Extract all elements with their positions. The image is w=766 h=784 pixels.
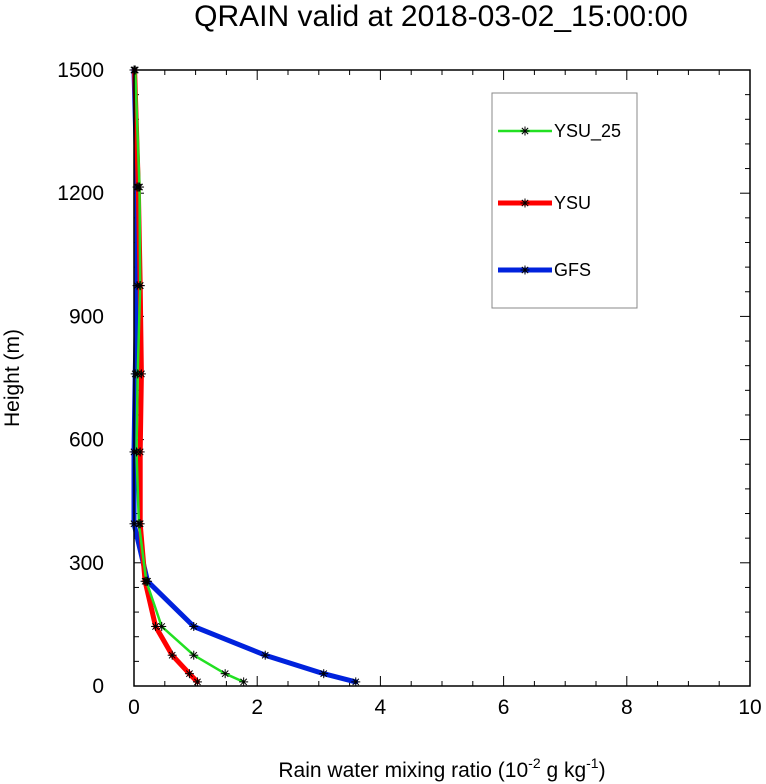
- legend-label: GFS: [554, 260, 591, 280]
- chart-title: QRAIN valid at 2018-03-02_15:00:00: [194, 0, 688, 33]
- series-point: [135, 182, 145, 192]
- series-point: [135, 281, 145, 291]
- y-tick-label: 0: [92, 675, 104, 698]
- series-point: [157, 621, 167, 631]
- x-tick-label: 10: [738, 696, 761, 719]
- plot-frame: [133, 69, 751, 687]
- y-tick-label: 1200: [57, 182, 104, 205]
- x-axis-title-end: ): [599, 759, 606, 782]
- series-point: [184, 669, 194, 679]
- y-axis-title: Height (m): [1, 329, 24, 427]
- x-tick-label: 2: [251, 696, 263, 719]
- series-point: [520, 198, 530, 208]
- series-point: [189, 650, 199, 660]
- x-axis-title-mid: g kg: [541, 759, 587, 782]
- x-axis-title-base: Rain water mixing ratio (10: [278, 759, 528, 782]
- y-tick-label: 600: [69, 429, 104, 452]
- x-tick-label: 6: [498, 696, 510, 719]
- series-point: [220, 669, 230, 679]
- legend-label: YSU_25: [554, 121, 621, 142]
- series-point: [141, 576, 151, 586]
- series-point: [520, 265, 530, 275]
- series-point: [151, 621, 161, 631]
- series-line-gfs: [131, 67, 359, 685]
- series-point: [319, 669, 329, 679]
- y-tick-label: 900: [69, 305, 104, 328]
- y-tick-label: 1500: [57, 59, 104, 82]
- series-point: [189, 621, 199, 631]
- y-tick-label: 300: [69, 552, 104, 575]
- x-axis-title: Rain water mixing ratio (10-2 g kg-1): [278, 755, 605, 782]
- series-point: [260, 650, 270, 660]
- x-tick-label: 4: [375, 696, 387, 719]
- series-point: [239, 677, 249, 687]
- x-tick-label: 8: [621, 696, 633, 719]
- x-axis-title-exp2: -1: [586, 755, 599, 771]
- series-layer: [129, 65, 361, 687]
- series-point: [134, 519, 144, 529]
- x-tick-label: 0: [128, 696, 140, 719]
- series-point: [167, 650, 177, 660]
- x-axis-title-exp1: -2: [528, 755, 541, 771]
- series-point: [192, 677, 202, 687]
- series-line-ysu_25: [133, 68, 245, 684]
- series-point: [520, 126, 530, 136]
- axis-ticks: [133, 69, 751, 687]
- tick-labels: 0 2 4 6 8 10 0 300 600 900 1200 1500: [57, 59, 761, 719]
- series-point: [351, 677, 361, 687]
- legend: YSU_25 YSU GFS: [491, 92, 638, 309]
- legend-label: YSU: [554, 193, 591, 213]
